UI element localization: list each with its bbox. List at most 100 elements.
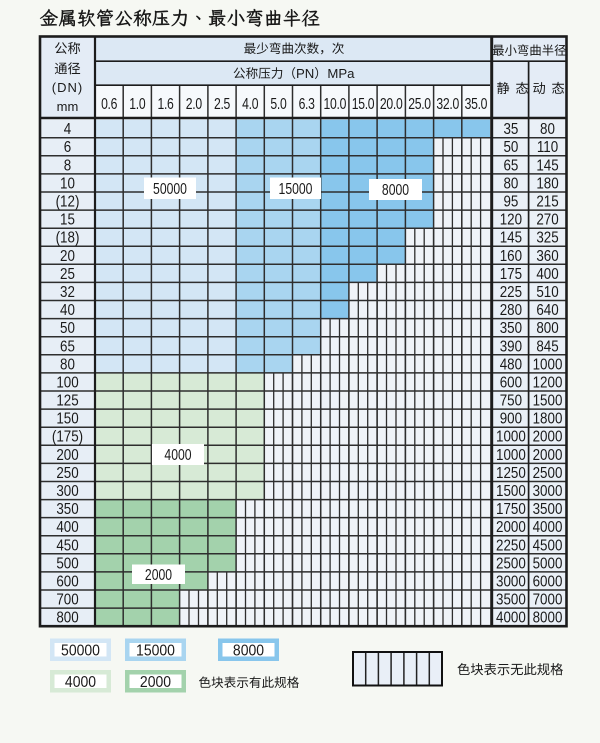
- svg-text:200: 200: [56, 447, 78, 464]
- svg-text:150: 150: [56, 411, 78, 428]
- svg-text:700: 700: [56, 592, 78, 609]
- svg-text:MPa: MPa: [327, 66, 355, 81]
- svg-text:8000: 8000: [233, 643, 264, 660]
- svg-text:600: 600: [500, 375, 522, 392]
- svg-text:4000: 4000: [533, 519, 563, 536]
- svg-text:2000: 2000: [145, 565, 172, 583]
- svg-text:510: 510: [536, 284, 558, 301]
- svg-text:6000: 6000: [533, 574, 563, 591]
- svg-text:(175): (175): [52, 429, 83, 446]
- svg-text:80: 80: [540, 121, 555, 138]
- svg-text:600: 600: [56, 574, 78, 591]
- svg-text:180: 180: [536, 176, 558, 193]
- svg-text:(18): (18): [56, 230, 80, 247]
- svg-text:35: 35: [503, 121, 518, 138]
- svg-text:95: 95: [503, 194, 518, 211]
- svg-text:8000: 8000: [382, 181, 409, 199]
- svg-text:35.0: 35.0: [465, 96, 488, 113]
- svg-text:2500: 2500: [496, 556, 526, 573]
- svg-text:120: 120: [500, 212, 522, 229]
- svg-text:7000: 7000: [533, 592, 563, 609]
- svg-text:2500: 2500: [533, 465, 563, 482]
- svg-text:390: 390: [500, 338, 522, 355]
- svg-text:50000: 50000: [61, 643, 100, 660]
- svg-text:65: 65: [60, 338, 75, 355]
- svg-text:20: 20: [60, 248, 75, 265]
- svg-text:500: 500: [56, 556, 78, 573]
- svg-text:350: 350: [500, 320, 522, 337]
- svg-text:4000: 4000: [164, 446, 191, 464]
- svg-text:15000: 15000: [279, 179, 313, 197]
- svg-text:800: 800: [536, 320, 558, 337]
- svg-text:640: 640: [536, 302, 558, 319]
- svg-text:1500: 1500: [533, 393, 563, 410]
- svg-text:1000: 1000: [533, 357, 563, 374]
- svg-text:160: 160: [500, 248, 522, 265]
- svg-text:1500: 1500: [496, 483, 526, 500]
- svg-text:2000: 2000: [140, 674, 171, 691]
- svg-text:480: 480: [500, 357, 522, 374]
- svg-text:10.0: 10.0: [324, 96, 347, 113]
- svg-text:32: 32: [60, 284, 75, 301]
- svg-text:4: 4: [64, 121, 71, 138]
- svg-text:6.3: 6.3: [299, 96, 316, 113]
- svg-text:4000: 4000: [496, 610, 526, 627]
- svg-text:2000: 2000: [533, 447, 563, 464]
- svg-text:145: 145: [536, 157, 558, 174]
- svg-text:PN: PN: [296, 66, 314, 81]
- svg-text:325: 325: [536, 230, 558, 247]
- svg-text:4000: 4000: [65, 674, 96, 691]
- svg-text:215: 215: [536, 194, 558, 211]
- svg-text:25.0: 25.0: [408, 96, 431, 113]
- svg-text:20.0: 20.0: [380, 96, 403, 113]
- svg-text:225: 225: [500, 284, 522, 301]
- svg-text:100: 100: [56, 375, 78, 392]
- svg-text:15.0: 15.0: [352, 96, 375, 113]
- svg-text:3500: 3500: [496, 592, 526, 609]
- svg-text:5.0: 5.0: [270, 96, 287, 113]
- svg-text:145: 145: [500, 230, 522, 247]
- svg-text:2.5: 2.5: [214, 96, 231, 113]
- svg-text:280: 280: [500, 302, 522, 319]
- svg-text:360: 360: [536, 248, 558, 265]
- svg-text:65: 65: [503, 157, 518, 174]
- svg-text:270: 270: [536, 212, 558, 229]
- svg-text:250: 250: [56, 465, 78, 482]
- svg-text:1250: 1250: [496, 465, 526, 482]
- svg-text:750: 750: [500, 393, 522, 410]
- svg-text:50000: 50000: [153, 179, 187, 197]
- svg-text:3500: 3500: [533, 501, 563, 518]
- svg-text:0.6: 0.6: [101, 96, 118, 113]
- svg-text:1000: 1000: [496, 429, 526, 446]
- svg-text:8000: 8000: [533, 610, 563, 627]
- svg-text:(12): (12): [56, 194, 80, 211]
- svg-text:1200: 1200: [533, 375, 563, 392]
- svg-text:50: 50: [503, 139, 518, 156]
- svg-text:300: 300: [56, 483, 78, 500]
- svg-text:350: 350: [56, 501, 78, 518]
- svg-text:10: 10: [60, 176, 75, 193]
- svg-text:(DN): (DN): [52, 80, 83, 95]
- svg-text:175: 175: [500, 266, 522, 283]
- svg-text:1800: 1800: [533, 411, 563, 428]
- svg-text:mm: mm: [57, 99, 79, 114]
- svg-text:1.0: 1.0: [129, 96, 146, 113]
- svg-text:400: 400: [56, 519, 78, 536]
- svg-text:400: 400: [536, 266, 558, 283]
- svg-text:110: 110: [537, 139, 558, 156]
- svg-text:900: 900: [500, 411, 522, 428]
- svg-text:8: 8: [64, 157, 71, 174]
- svg-text:1750: 1750: [496, 501, 526, 518]
- svg-text:800: 800: [56, 610, 78, 627]
- svg-text:3000: 3000: [533, 483, 563, 500]
- svg-text:4.0: 4.0: [242, 96, 259, 113]
- svg-text:1.6: 1.6: [157, 96, 174, 113]
- svg-text:1000: 1000: [496, 447, 526, 464]
- svg-text:80: 80: [60, 357, 75, 374]
- svg-text:5000: 5000: [533, 556, 563, 573]
- svg-text:6: 6: [64, 139, 71, 156]
- svg-text:40: 40: [60, 302, 75, 319]
- svg-text:4500: 4500: [533, 537, 563, 554]
- svg-text:32.0: 32.0: [436, 96, 459, 113]
- svg-text:80: 80: [503, 176, 518, 193]
